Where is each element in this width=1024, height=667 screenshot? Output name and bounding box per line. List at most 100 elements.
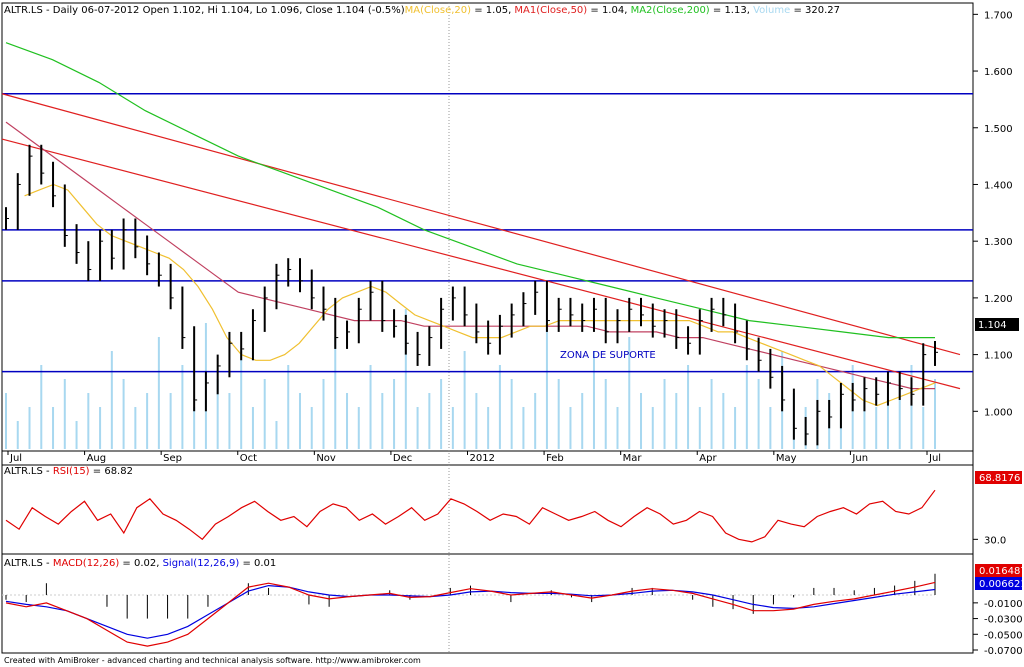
month-label: Aug [87, 453, 107, 464]
volume-bar [510, 379, 513, 449]
volume-bar [569, 407, 572, 449]
volume-bar [416, 407, 419, 449]
volume-bar [322, 379, 325, 449]
month-label: Nov [316, 453, 336, 464]
svg-text:1.104: 1.104 [978, 320, 1007, 331]
volume-bar [710, 379, 713, 449]
price-tick-label: 1.100 [984, 351, 1013, 362]
volume-bar [875, 407, 878, 449]
volume-bar [181, 365, 184, 449]
volume-bar [263, 379, 266, 449]
volume-bar [122, 379, 125, 449]
volume-bar [110, 351, 113, 449]
volume-bar [157, 337, 160, 449]
volume-bar [146, 393, 149, 449]
volume-bar [240, 351, 243, 449]
volume-bar [675, 393, 678, 449]
price-last-value-badge: 1.104 [975, 318, 1019, 331]
volume-bar [275, 421, 278, 449]
signal-series-line [5, 584, 936, 639]
volume-bar [475, 393, 478, 449]
volume-bar [393, 379, 396, 449]
volume-bar [534, 393, 537, 449]
month-label: Jul [9, 453, 22, 464]
macd-header: ALTR.LS - MACD(12,26) = 0.02, Signal(12,… [4, 558, 276, 569]
rsi-series-line [5, 489, 936, 543]
macd-tick-label: -0.0100 [984, 599, 1023, 610]
volume-bar [934, 379, 936, 449]
volume-bar [298, 393, 301, 449]
volume-bar [334, 337, 337, 449]
footer-credit: Created with AmiBroker - advanced charti… [4, 656, 421, 665]
ma20-line [24, 183, 936, 407]
price-bars [5, 144, 938, 446]
volume-bar [404, 309, 407, 449]
volume-bar [898, 379, 901, 449]
volume-bar [357, 407, 360, 449]
volume-bar [216, 379, 219, 449]
price-y-axis: 1.700 1.600 1.500 1.400 1.300 1.200 1.100 1.000 [973, 10, 1013, 418]
volume-bar [663, 379, 666, 449]
volume-bar [522, 407, 525, 449]
volume-bar [5, 393, 7, 449]
volume-bar [99, 407, 102, 449]
month-label: 2012 [470, 453, 495, 464]
macd-tick-label: -0.0300 [984, 615, 1023, 626]
month-label: Jun [851, 453, 868, 464]
volume-bar [616, 407, 619, 449]
volume-bars [5, 309, 936, 449]
volume-bar [910, 365, 913, 449]
price-tick-label: 1.200 [984, 294, 1013, 305]
volume-bar [922, 407, 925, 449]
macd-tick-label: -0.0500 [984, 630, 1023, 641]
x-axis-months: Jul Aug Sep Oct Nov Dec 2012 Feb Mar Apr May Jun Jul [7, 451, 941, 464]
price-tick-label: 1.700 [984, 10, 1013, 21]
volume-bar [169, 393, 172, 449]
price-tick-label: 1.300 [984, 237, 1013, 248]
volume-bar [369, 365, 372, 449]
price-tick-label: 1.500 [984, 124, 1013, 135]
rsi-header: ALTR.LS - RSI(15) = 68.82 [4, 466, 133, 477]
rsi-tick-label: 30.0 [984, 535, 1006, 546]
volume-bar [87, 393, 90, 449]
volume-bar [886, 393, 889, 449]
trendline [1, 138, 961, 390]
volume-bar [687, 365, 690, 449]
price-tick-label: 1.600 [984, 67, 1013, 78]
volume-bar [451, 407, 454, 449]
month-label: Mar [623, 453, 643, 464]
volume-bar [251, 407, 254, 449]
svg-text:0.006621: 0.006621 [979, 579, 1024, 590]
rsi-last-value-badge: 68.8176 [975, 471, 1022, 484]
volume-bar [16, 421, 19, 449]
volume-bar [734, 407, 737, 449]
volume-bar [75, 421, 78, 449]
month-label: Apr [699, 453, 717, 464]
volume-bar [134, 407, 137, 449]
macd-series-line [5, 581, 936, 647]
volume-bar [604, 379, 607, 449]
volume-bar [557, 379, 560, 449]
month-label: Dec [393, 453, 412, 464]
macd-panel[interactable] [1, 553, 974, 654]
trendline [1, 93, 961, 356]
volume-bar [757, 379, 760, 449]
ma200-line [5, 42, 935, 339]
volume-bar [28, 407, 31, 449]
volume-bar [228, 393, 231, 449]
macd-tick-label: -0.0700 [984, 646, 1023, 657]
volume-bar [487, 407, 490, 449]
svg-text:0.016487: 0.016487 [979, 566, 1024, 577]
volume-bar [545, 323, 548, 449]
price-tick-label: 1.400 [984, 180, 1013, 191]
macd-y-axis: -0.0100 -0.0300 -0.0500 -0.0700 [973, 599, 1023, 657]
support-zone-annotation: ZONA DE SUPORTE [560, 350, 656, 361]
month-label: Oct [240, 453, 257, 464]
volume-bar [651, 407, 654, 449]
volume-bar [428, 393, 431, 449]
volume-bar [640, 393, 643, 449]
month-label: May [776, 453, 797, 464]
month-label: Feb [546, 453, 564, 464]
volume-bar [52, 407, 55, 449]
